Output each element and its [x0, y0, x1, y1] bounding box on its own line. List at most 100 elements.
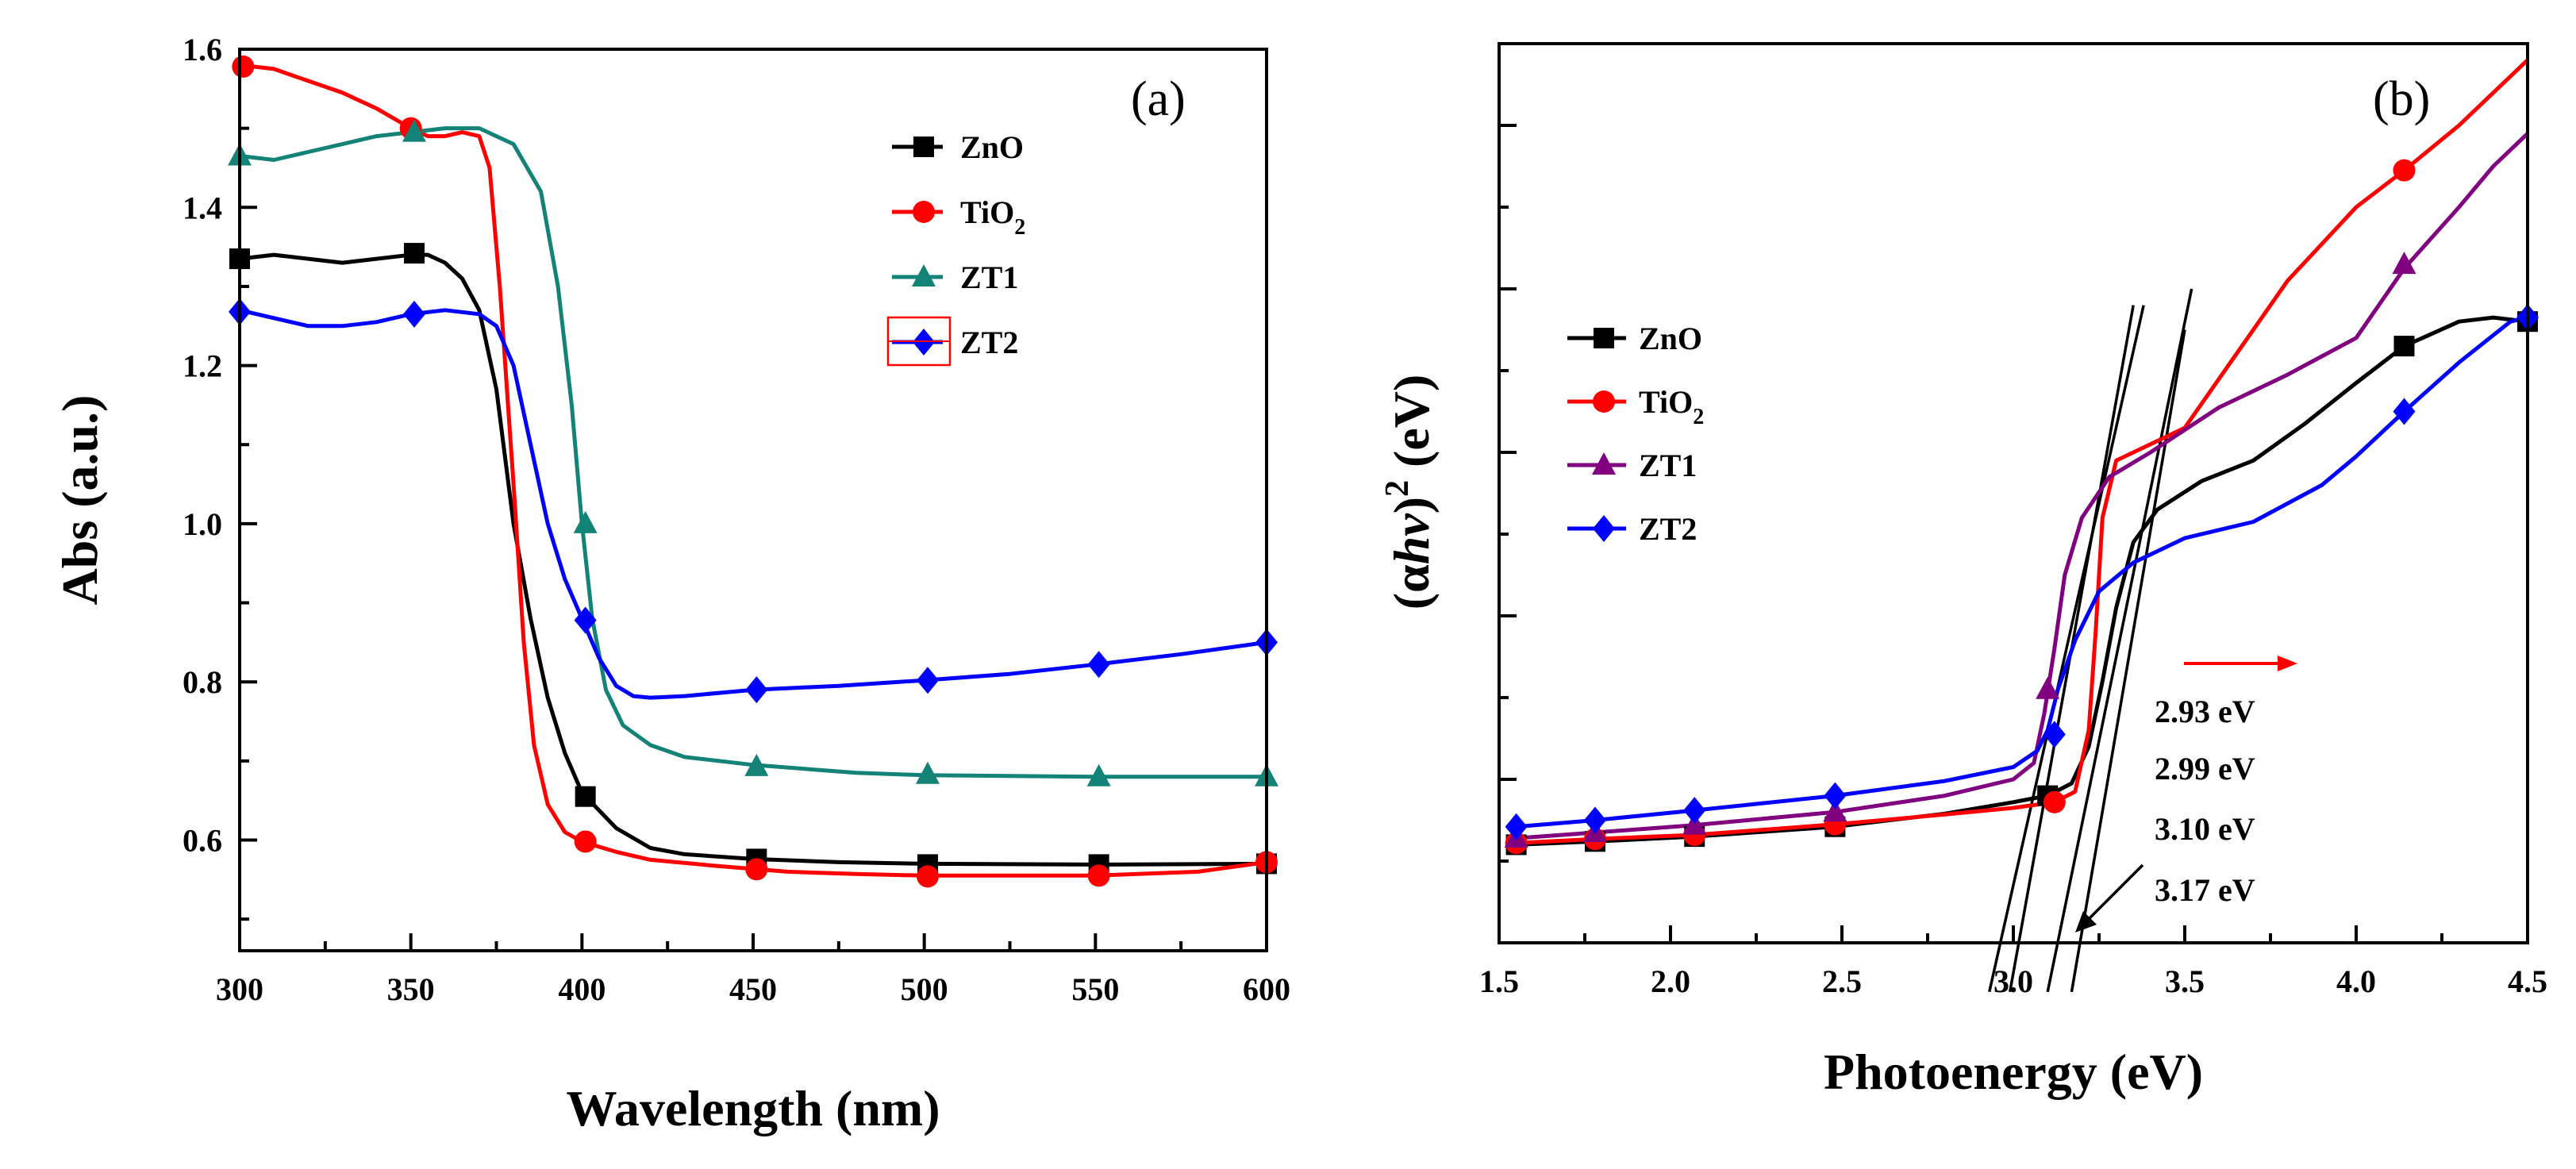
y-tick-label: 0.8	[183, 664, 222, 700]
data-marker-zt1	[573, 510, 598, 533]
series-line-tio2	[1516, 58, 2529, 845]
data-marker-zt2	[1505, 813, 1528, 840]
tangent-line	[1988, 305, 2145, 993]
legend-marker	[1593, 390, 1615, 413]
y-tick-label: 1.2	[183, 348, 222, 384]
x-tick-label: 1.5	[1479, 963, 1519, 999]
red-arrow-head	[2278, 656, 2297, 671]
data-marker-zt2	[574, 606, 597, 634]
black-arrow-head	[2075, 911, 2097, 933]
data-marker-zt2	[916, 667, 939, 694]
legend-label: ZT1	[1639, 448, 1697, 483]
x-tick-label: 2.5	[1822, 963, 1862, 999]
series-line-zt2	[239, 308, 1267, 700]
x-tick-label: 450	[729, 971, 777, 1007]
series-line-zt1	[1516, 132, 2529, 840]
y-tick-label: 0.6	[183, 822, 222, 858]
y-tick-label: 1.0	[183, 506, 222, 542]
x-tick-label: 4.0	[2336, 963, 2376, 999]
data-marker-zt2	[745, 676, 768, 704]
data-marker-tio2	[916, 865, 939, 888]
panel-b-plot-frame	[1498, 42, 2529, 944]
legend-label: TiO2	[1639, 384, 1704, 429]
data-marker-zt2	[402, 300, 425, 328]
series-line-tio2	[239, 63, 1267, 878]
panel-a-legend: ZnO TiO2 ZT1 ZT2	[886, 129, 1025, 367]
data-marker-zt2	[2043, 721, 2066, 748]
data-marker-zno	[403, 243, 425, 264]
legend-label: ZT2	[1639, 511, 1697, 547]
series-line-zno	[239, 252, 1267, 867]
panel-a-series-lines	[239, 63, 1267, 878]
legend-marker	[913, 137, 934, 157]
legend-label: TiO2	[960, 194, 1025, 240]
y-tick-label: 1.4	[183, 190, 222, 225]
data-marker-zno	[2393, 336, 2415, 357]
panel-b-series-lines	[1516, 58, 2529, 847]
band-gap-annotations: 2.93 eV 2.99 eV 3.10 eV 3.17 eV	[2075, 656, 2297, 933]
panel-a-plot-frame	[238, 48, 1268, 952]
data-marker-tio2	[574, 830, 597, 853]
data-marker-tio2	[2393, 159, 2416, 182]
y-tick-label: 1.6	[183, 32, 222, 67]
x-tick-label: 350	[387, 971, 435, 1007]
legend-marker	[913, 201, 935, 223]
panel-a-markers	[228, 55, 1278, 888]
legend-label: ZT1	[960, 260, 1018, 295]
annotation-2-93: 2.93 eV	[2155, 694, 2255, 729]
data-marker-zt2	[2393, 398, 2416, 425]
data-marker-zt1	[402, 119, 426, 142]
panel-a-y-axis-title: Abs (a.u.)	[52, 395, 108, 606]
annotation-3-17: 3.17 eV	[2155, 872, 2255, 908]
data-marker-tio2	[2043, 790, 2066, 813]
x-tick-label: 3.0	[1994, 963, 2033, 999]
series-line-zt1	[239, 126, 1267, 779]
x-tick-label: 4.5	[2508, 963, 2547, 999]
legend-marker	[1594, 328, 1614, 348]
x-tick-label: 300	[216, 971, 263, 1007]
panel-b-label: (b)	[2373, 72, 2430, 126]
panel-a-x-axis-title: Wavelength (nm)	[566, 1080, 940, 1136]
data-marker-zt1	[1823, 799, 1847, 822]
legend-marker	[912, 264, 936, 286]
annotation-2-99: 2.99 eV	[2155, 751, 2255, 786]
data-marker-zt1	[744, 753, 769, 776]
legend-label: ZnO	[960, 129, 1024, 165]
x-tick-label: 600	[1243, 971, 1290, 1007]
panel-b-y-axis-title: (αhν)2 (eV)	[1379, 375, 1440, 610]
x-tick-label: 2.0	[1651, 963, 1690, 999]
chart-panel-a: 300 350 400 450 500 550 6000.60.81.01.21.41.6 …	[52, 32, 1290, 1136]
data-marker-zt2	[1087, 651, 1110, 679]
panel-b-x-axis-title: Photoenergy (eV)	[1824, 1044, 2203, 1100]
data-marker-zt1	[2036, 676, 2060, 699]
data-marker-tio2	[232, 55, 255, 78]
black-arrow-shaft	[2086, 863, 2144, 922]
tangent-line	[2046, 288, 2193, 993]
panel-b-tick-labels: 1.5 2.0 2.5 3.0 3.5 4.0 4.5	[1479, 963, 2547, 999]
data-marker-tio2	[1087, 864, 1110, 887]
x-tick-label: 3.5	[2165, 963, 2205, 999]
x-tick-label: 400	[558, 971, 606, 1007]
panel-b-markers	[1504, 159, 2539, 856]
data-marker-zt2	[1683, 797, 1706, 825]
chart-panel-b: 1.5 2.0 2.5 3.0 3.5 4.0 4.5 (b) Photoenergy (e…	[1379, 42, 2547, 1100]
panel-a-tick-labels: 300 350 400 450 500 550 600 0.6 0.8 1.0 1.2 1.4 1.6	[183, 32, 1290, 1007]
data-marker-zt1	[1086, 763, 1111, 786]
legend-label: ZnO	[1639, 321, 1702, 356]
x-tick-label: 550	[1071, 971, 1119, 1007]
x-tick-label: 500	[901, 971, 948, 1007]
series-line-zt2	[1516, 315, 2528, 829]
data-marker-zt1	[915, 761, 940, 784]
legend-label: ZT2	[960, 325, 1018, 360]
panel-a-ticks	[238, 48, 1268, 951]
data-marker-tio2	[745, 858, 768, 881]
data-marker-zt2	[1583, 806, 1606, 834]
legend-marker	[1593, 515, 1615, 542]
data-marker-zt2	[1824, 782, 1847, 809]
legend-marker	[1592, 452, 1616, 475]
panel-a-label: (a)	[1131, 72, 1186, 126]
data-marker-zno	[575, 786, 596, 807]
data-marker-zt1	[2392, 252, 2416, 275]
panel-b-legend: ZnO TiO2 ZT1 ZT2	[1567, 321, 1704, 547]
